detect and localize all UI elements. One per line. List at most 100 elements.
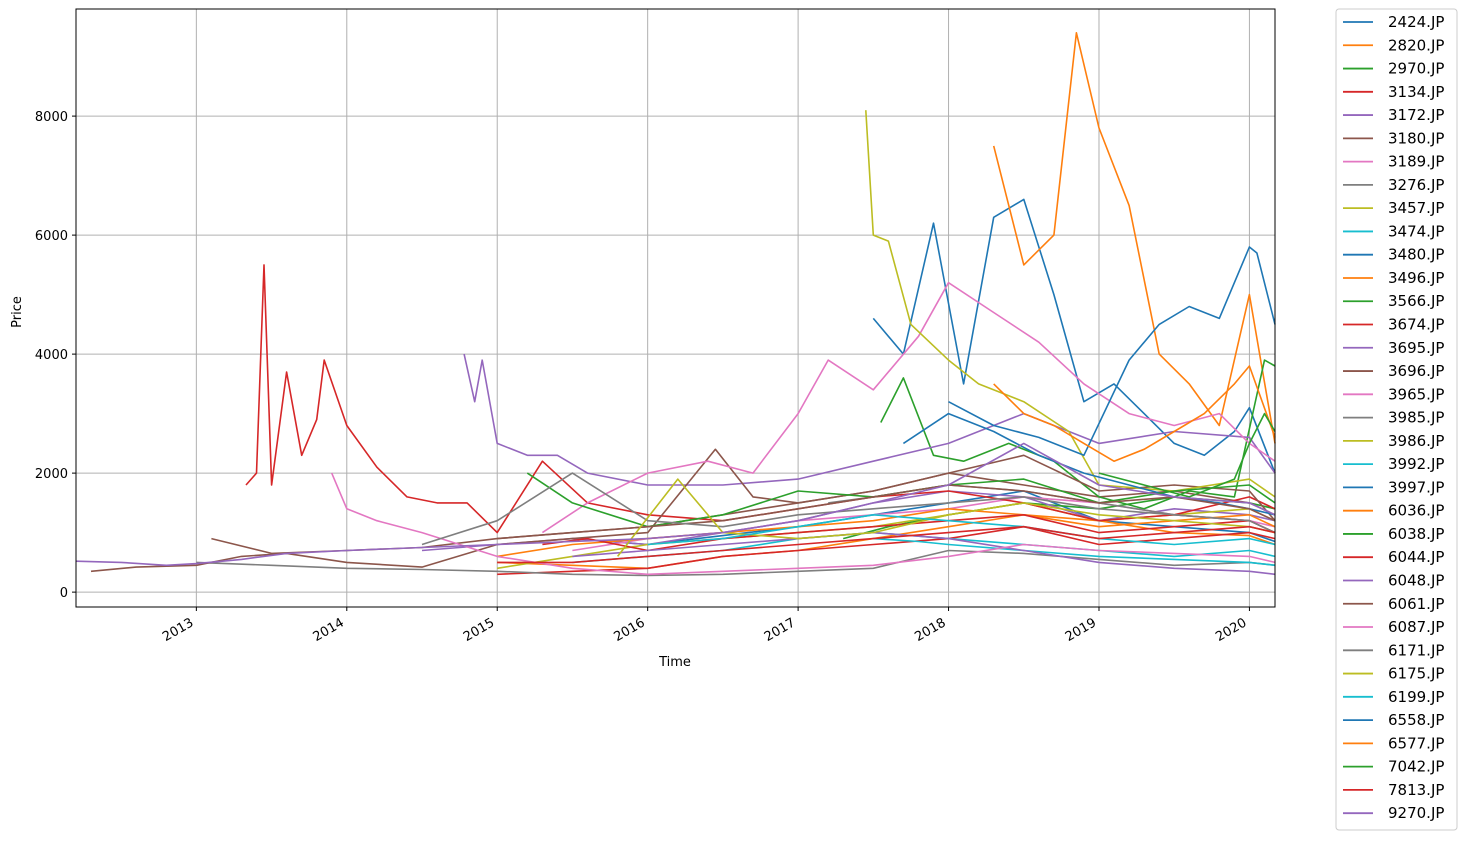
legend-entry: 3965.JP	[1343, 385, 1444, 403]
legend-label: 3189.JP	[1388, 153, 1444, 171]
series-line-6558-jp	[948, 246, 1276, 457]
legend-entry: 3276.JP	[1343, 176, 1444, 194]
legend-label: 3172.JP	[1388, 106, 1444, 124]
y-axis-ticks: 0 2000 4000 6000 8000	[35, 110, 76, 601]
x-tick-label: 2018	[912, 615, 948, 645]
x-tick-label: 2014	[311, 615, 347, 645]
legend-entry: 3134.JP	[1343, 83, 1444, 101]
series-line-3276-jp	[196, 549, 1276, 577]
legend-entry: 3496.JP	[1343, 269, 1444, 287]
legend-entry: 7813.JP	[1343, 781, 1444, 799]
series-line-6048-jp	[572, 531, 1276, 576]
series-line-3696-jp	[90, 448, 1276, 573]
legend-label: 6038.JP	[1388, 525, 1444, 543]
legend-entry: 3180.JP	[1343, 129, 1444, 147]
series-line-6199-jp	[647, 513, 1276, 546]
legend-label: 6199.JP	[1388, 688, 1444, 706]
legend-entry: 3997.JP	[1343, 478, 1444, 496]
plot-frame	[75, 8, 1276, 608]
y-tick-label: 4000	[35, 348, 68, 363]
x-tick-label: 2016	[612, 615, 648, 645]
series-line-6175-jp	[616, 478, 1276, 557]
legend-entry: 6175.JP	[1343, 665, 1444, 683]
series-line-3965-jp	[541, 281, 1276, 534]
y-tick-label: 0	[60, 586, 68, 601]
series-line-6087-jp	[330, 472, 1276, 576]
legend-entry: 3480.JP	[1343, 246, 1444, 264]
legend-entry: 3674.JP	[1343, 316, 1444, 334]
series-line-3566-jp	[880, 359, 1276, 510]
legend-label: 6558.JP	[1388, 711, 1444, 729]
legend-label: 6171.JP	[1388, 641, 1444, 659]
legend-label: 3965.JP	[1388, 385, 1444, 403]
legend-entry: 3696.JP	[1343, 362, 1444, 380]
legend-entry: 3457.JP	[1343, 199, 1444, 217]
legend-label: 3696.JP	[1388, 362, 1444, 380]
series-line-6171-jp	[421, 472, 1276, 546]
x-tick-label: 2017	[762, 615, 798, 645]
series-line-6061-jp	[497, 484, 1276, 540]
series-line-3986-jp	[865, 110, 1276, 498]
y-tick-label: 6000	[35, 229, 68, 244]
x-tick-label: 2015	[461, 615, 497, 645]
legend-entry: 6048.JP	[1343, 571, 1444, 589]
legend-label: 3180.JP	[1388, 129, 1444, 147]
legend-entry: 3474.JP	[1343, 222, 1444, 240]
legend-entry: 6036.JP	[1343, 502, 1444, 520]
legend-label: 3480.JP	[1388, 246, 1444, 264]
legend-frame	[1335, 8, 1458, 831]
legend-entry: 3566.JP	[1343, 292, 1444, 310]
x-axis-ticks: 2013 2014 2015 2016 2017 2018 2019 2020	[160, 607, 1250, 645]
legend-label: 2820.JP	[1388, 36, 1444, 54]
legend-label: 3457.JP	[1388, 199, 1444, 217]
legend-label: 3276.JP	[1388, 176, 1444, 194]
series-line-7042-jp	[1098, 412, 1276, 498]
grid	[76, 9, 1275, 607]
legend-entry: 6577.JP	[1343, 734, 1444, 752]
legend-entry: 6061.JP	[1343, 595, 1444, 613]
legend-entry: 6199.JP	[1343, 688, 1444, 706]
legend-entry: 7042.JP	[1343, 758, 1444, 776]
series-line-3457-jp	[497, 502, 1276, 570]
legend-label: 6044.JP	[1388, 548, 1444, 566]
x-tick-label: 2013	[160, 615, 196, 645]
legend-entry: 2970.JP	[1343, 60, 1444, 78]
legend-entry: 6558.JP	[1343, 711, 1444, 729]
legend-entry: 6171.JP	[1343, 641, 1444, 659]
legend-label: 3695.JP	[1388, 339, 1444, 357]
y-tick-label: 2000	[35, 467, 68, 482]
legend-label: 2970.JP	[1388, 60, 1444, 78]
legend-label: 6061.JP	[1388, 595, 1444, 613]
legend-label: 6036.JP	[1388, 502, 1444, 520]
legend-label: 3674.JP	[1388, 316, 1444, 334]
legend-entry: 3985.JP	[1343, 409, 1444, 427]
legend-entry: 6044.JP	[1343, 548, 1444, 566]
legend-label: 3997.JP	[1388, 478, 1444, 496]
legend-label: 2424.JP	[1388, 13, 1444, 31]
series-line-3695-jp	[463, 353, 1276, 486]
legend-label: 3566.JP	[1388, 292, 1444, 310]
legend-entry: 9270.JP	[1343, 804, 1444, 822]
legend-label: 6175.JP	[1388, 665, 1444, 683]
legend: 2424.JP 2820.JP 2970.JP 3134.JP 3172.JP 3180.…	[1335, 8, 1458, 831]
legend-entry: 2424.JP	[1343, 13, 1444, 31]
x-tick-label: 2020	[1213, 615, 1249, 645]
series-line-2820-jp	[497, 513, 1276, 570]
legend-entry: 6087.JP	[1343, 618, 1444, 636]
series-line-7813-jp	[497, 525, 1276, 564]
legend-entry: 3189.JP	[1343, 153, 1444, 171]
legend-label: 3992.JP	[1388, 455, 1444, 473]
legend-label: 3474.JP	[1388, 222, 1444, 240]
legend-entry: 6038.JP	[1343, 525, 1444, 543]
legend-label: 6577.JP	[1388, 734, 1444, 752]
legend-label: 7042.JP	[1388, 758, 1444, 776]
series-line-9270-jp	[75, 442, 1276, 567]
series-line-6577-jp	[993, 365, 1276, 463]
series-line-3480-jp	[872, 198, 1276, 474]
legend-entry: 2820.JP	[1343, 36, 1444, 54]
series-line-3992-jp	[873, 537, 1276, 567]
legend-label: 3134.JP	[1388, 83, 1444, 101]
legend-label: 7813.JP	[1388, 781, 1444, 799]
legend-label: 3985.JP	[1388, 409, 1444, 427]
